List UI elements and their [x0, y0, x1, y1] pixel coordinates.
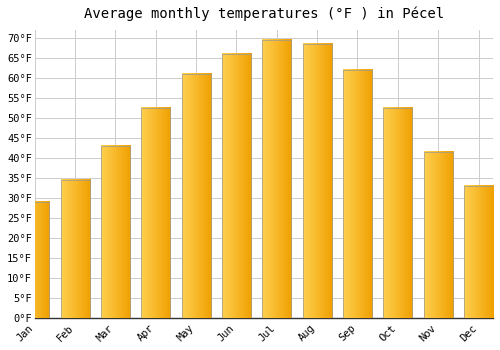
Bar	[20, 202, 49, 318]
Bar	[141, 108, 171, 318]
Bar	[464, 186, 493, 318]
Bar	[182, 74, 210, 318]
Bar	[60, 180, 90, 318]
Bar	[343, 70, 372, 318]
Bar	[302, 43, 332, 318]
Title: Average monthly temperatures (°F ) in Pécel: Average monthly temperatures (°F ) in Pé…	[84, 7, 444, 21]
Bar	[262, 40, 292, 318]
Bar	[222, 54, 251, 318]
Bar	[384, 108, 412, 318]
Bar	[424, 152, 452, 318]
Bar	[101, 146, 130, 318]
